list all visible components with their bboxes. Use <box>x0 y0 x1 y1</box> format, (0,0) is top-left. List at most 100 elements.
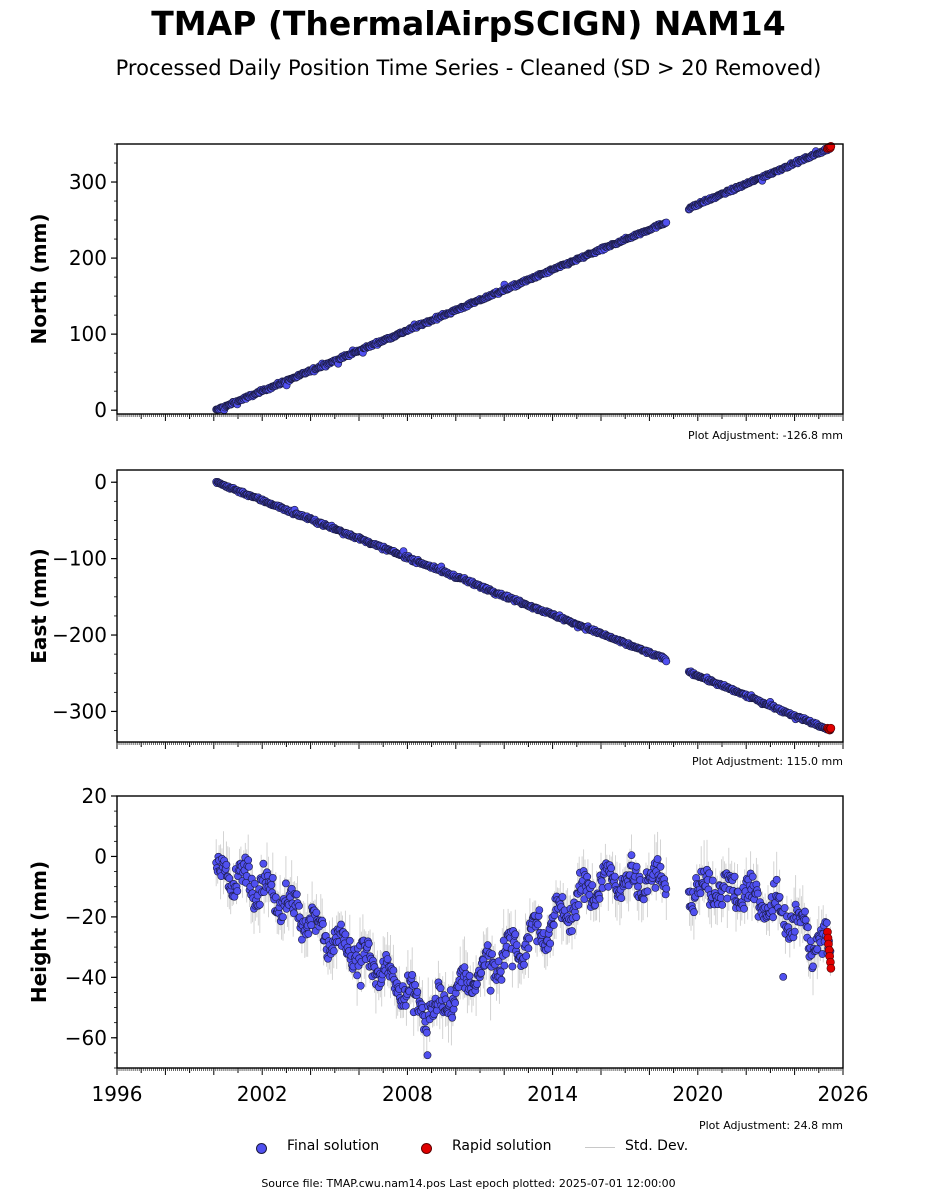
height-final-point <box>522 952 531 960</box>
height-final-point <box>627 851 636 859</box>
east-ytick-label: 0 <box>94 470 107 494</box>
height-final-point <box>508 962 517 971</box>
height-final-point <box>546 939 555 948</box>
height-final-point <box>500 961 509 970</box>
height-final-point <box>244 862 253 871</box>
height-final-point <box>597 877 606 886</box>
height-final-point <box>588 881 597 890</box>
height-final-point <box>389 966 398 975</box>
height-final-point <box>520 960 528 969</box>
height-final-point <box>411 981 419 989</box>
height-final-point <box>696 889 705 898</box>
figure-title: TMAP (ThermalAirpSCIGN) NAM14 <box>151 4 786 43</box>
height-final-point <box>413 988 422 996</box>
height-rapid-points <box>823 927 836 973</box>
height-final-point <box>723 894 732 903</box>
north-panel: 0 100 200 300 North (mm) <box>27 142 844 422</box>
height-final-point <box>222 860 231 869</box>
height-final-point <box>356 981 365 990</box>
height-final-point <box>383 955 392 963</box>
height-final-point <box>364 939 373 948</box>
height-final-point <box>604 882 613 891</box>
height-final-point <box>451 999 459 1007</box>
height-final-point <box>772 875 781 884</box>
height-final-point <box>341 930 350 939</box>
height-final-point <box>779 973 788 981</box>
height-final-point <box>483 941 492 950</box>
height-final-point <box>292 890 301 899</box>
final-solution-legend-marker <box>256 1143 267 1154</box>
height-xtick-label: 2008 <box>382 1082 433 1106</box>
rapid-solution-legend-label: Rapid solution <box>452 1138 552 1154</box>
height-final-point <box>769 913 777 922</box>
height-final-point <box>690 908 698 917</box>
height-final-point <box>423 1051 432 1060</box>
height-final-point <box>662 884 671 893</box>
height-ytick-label: −20 <box>65 905 107 929</box>
height-xtick-label: 2026 <box>818 1082 869 1106</box>
height-rapid-point <box>826 963 836 973</box>
height-final-point <box>295 902 303 910</box>
figure-subtitle: Processed Daily Position Time Series - C… <box>115 56 822 80</box>
height-final-point <box>436 984 445 993</box>
height-ylabel: Height (mm) <box>27 861 51 1003</box>
height-final-point <box>617 894 626 902</box>
height-final-point <box>255 900 264 909</box>
east-ylabel: East (mm) <box>27 548 51 664</box>
rapid-solution-legend-marker <box>421 1143 432 1154</box>
height-final-point <box>574 901 583 909</box>
height-final-point <box>748 872 757 881</box>
height-final-point <box>497 976 506 984</box>
height-axes-frame <box>116 795 844 1069</box>
height-final-point <box>740 904 748 913</box>
height-xtick-label: 2014 <box>527 1082 578 1106</box>
height-panel: 20 0 −20 −40 −60 1996 2002 2008 2014 2020 2026 Heig… <box>27 784 868 1106</box>
height-final-point <box>312 908 321 917</box>
final-solution-legend-label: Final solution <box>287 1138 380 1154</box>
std-dev-legend-line <box>585 1147 615 1148</box>
height-final-point <box>401 1001 410 1010</box>
height-final-point <box>465 972 474 980</box>
height-final-point <box>449 1005 458 1014</box>
east-plot-adjustment: Plot Adjustment: 115.0 mm <box>691 755 843 768</box>
height-final-point <box>525 934 533 943</box>
height-final-point <box>801 907 809 916</box>
height-final-point <box>822 918 831 927</box>
height-final-point <box>422 1028 431 1037</box>
north-ylabel: North (mm) <box>27 213 51 344</box>
height-final-point <box>501 950 510 958</box>
height-final-point <box>653 855 662 863</box>
height-final-point <box>804 923 812 932</box>
height-final-point <box>281 879 290 888</box>
height-final-point <box>610 872 619 881</box>
height-final-point <box>568 927 576 935</box>
height-final-point <box>486 986 495 995</box>
height-final-point <box>705 869 714 878</box>
height-final-point <box>790 927 799 936</box>
north-ytick-label: 100 <box>69 322 107 346</box>
height-ytick-label: 20 <box>82 784 107 808</box>
north-ytick-label: 200 <box>69 246 107 270</box>
height-final-point <box>753 889 762 898</box>
height-plot-adjustment: Plot Adjustment: 24.8 mm <box>698 1119 843 1132</box>
height-xtick-label: 1996 <box>92 1082 143 1106</box>
north-ytick-label: 300 <box>69 170 107 194</box>
east-axes-frame <box>116 469 844 743</box>
height-final-point <box>607 864 616 873</box>
height-final-point <box>558 893 567 901</box>
height-final-point <box>304 929 313 938</box>
std-dev-legend-label: Std. Dev. <box>625 1138 689 1154</box>
height-final-point <box>337 920 345 929</box>
height-ytick-label: −60 <box>65 1026 107 1050</box>
height-final-point <box>477 969 486 977</box>
east-ytick-label: −300 <box>52 699 107 723</box>
height-final-point <box>512 941 521 949</box>
east-final-points <box>212 477 835 735</box>
height-final-point <box>244 856 253 865</box>
height-final-point <box>259 859 268 868</box>
height-final-point <box>267 881 276 889</box>
height-final-point <box>535 906 544 914</box>
height-final-point <box>775 893 784 901</box>
